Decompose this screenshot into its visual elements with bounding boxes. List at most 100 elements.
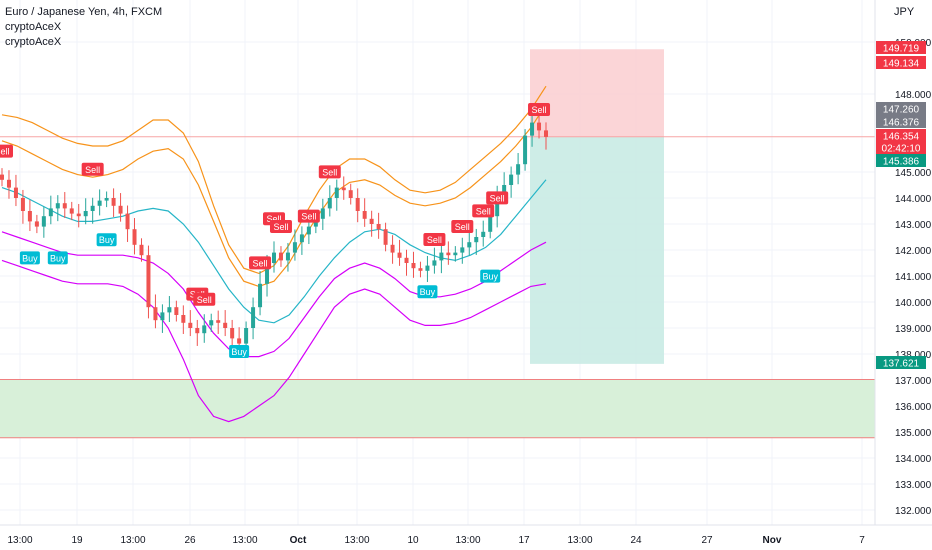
candle-body — [202, 325, 207, 334]
candle-body — [411, 263, 416, 269]
candle-body — [195, 328, 200, 334]
candle-body — [292, 242, 297, 253]
x-tick-label: 19 — [71, 535, 83, 546]
candle-body — [237, 338, 242, 344]
signal-badge — [96, 233, 117, 247]
x-tick-label: 13:00 — [567, 535, 592, 546]
y-tick-label: 145.000 — [895, 168, 932, 179]
signal-label: Buy — [22, 253, 38, 263]
y-tick-label: 136.000 — [895, 402, 932, 413]
candle-body — [530, 122, 535, 136]
signal-badge — [480, 269, 501, 283]
y-tick-label: 133.000 — [895, 480, 932, 491]
candle-body — [104, 198, 109, 201]
price-label-sell-target: 149.719 — [876, 41, 926, 55]
candle-body — [439, 252, 444, 261]
candle-body — [230, 328, 235, 339]
signal-badge — [249, 256, 272, 270]
sell-signal: Sell — [297, 209, 320, 223]
candle-body — [251, 307, 256, 328]
x-tick-label: 24 — [630, 535, 642, 546]
candle-body — [425, 265, 430, 271]
signal-label: Buy — [231, 347, 247, 357]
signal-badge — [47, 251, 68, 265]
price-label-bull: 137.621 — [876, 356, 926, 370]
candle-body — [341, 187, 346, 191]
sell-signal: Sell — [451, 220, 474, 233]
y-tick-label: 148.000 — [895, 90, 932, 101]
price-label-gray: 147.260 — [876, 102, 926, 116]
price-label-box — [876, 41, 926, 54]
sell-signal: Sell — [472, 204, 495, 218]
candle-body — [76, 213, 81, 217]
price-label-text: 137.621 — [883, 359, 920, 370]
candle-body — [181, 315, 186, 323]
candle-body — [348, 190, 353, 198]
signal-label: Sell — [455, 222, 470, 232]
signal-label: Sell — [322, 167, 337, 177]
candle-body — [265, 263, 270, 284]
signal-badge — [0, 144, 13, 158]
price-label-box — [876, 154, 926, 167]
y-tick-label: 137.000 — [895, 376, 932, 387]
candle-body — [299, 234, 304, 243]
y-tick-label: 141.000 — [895, 272, 932, 283]
sell-signal: Sell — [193, 292, 216, 306]
price-label-last: 146.354 — [876, 129, 926, 143]
candle-body — [432, 260, 437, 266]
candle-body — [306, 226, 311, 235]
y-tick-label: 139.000 — [895, 324, 932, 335]
sell-signal: Sell — [81, 162, 104, 176]
signal-badge — [528, 103, 551, 116]
sell-signal: Sell — [486, 191, 509, 205]
price-label-text: 145.386 — [883, 157, 920, 168]
currency-label: JPY — [894, 6, 915, 18]
candle-body — [160, 312, 165, 321]
candle-body — [369, 218, 374, 224]
price-labels: 149.719 149.134 147.260 146.376 146.35402:42… — [876, 41, 926, 370]
candle-body — [362, 211, 367, 219]
candle-body — [502, 185, 507, 196]
signal-label: Sell — [476, 206, 491, 216]
candle-body — [188, 322, 193, 328]
symbol-title: Euro / Japanese Yen, 4h, FXCM — [5, 6, 163, 18]
candle-body — [174, 307, 179, 315]
indicator-label: cryptoAceX — [5, 21, 62, 33]
candle-body — [474, 237, 479, 243]
signal-badge — [269, 220, 292, 233]
candle-body — [55, 203, 60, 209]
zones — [0, 49, 875, 439]
signal-badge — [297, 209, 320, 223]
candle-body — [446, 252, 451, 256]
candle-body — [132, 229, 137, 245]
y-tick-label: 142.000 — [895, 246, 932, 257]
x-tick-label: 13:00 — [344, 535, 369, 546]
buy-signal: Buy — [19, 251, 40, 265]
price-label-box — [876, 129, 926, 142]
candle-body — [278, 252, 283, 261]
x-tick-label: 13:00 — [7, 535, 32, 546]
candle-body — [355, 198, 360, 211]
band-inner-lower — [1, 231, 547, 358]
buy-signal: Buy — [47, 251, 68, 265]
signal-badge — [193, 292, 216, 306]
candle-body — [537, 122, 542, 131]
indicator-label: cryptoAceX — [5, 36, 62, 48]
price-label-text: 149.134 — [883, 59, 920, 70]
take-profit-zone — [530, 136, 664, 364]
candle-body — [397, 252, 402, 258]
price-label-box — [876, 356, 926, 369]
sell-signal: Sell — [318, 165, 341, 179]
sell-signal: Sell — [528, 103, 551, 116]
candle-body — [34, 221, 39, 227]
y-tick-label: 144.000 — [895, 194, 932, 205]
y-tick-label: 140.000 — [895, 298, 932, 309]
x-tick-label: 13:00 — [232, 535, 257, 546]
signals: SellSellBuyBuyBuySellSellBuySellSellSell… — [0, 103, 551, 358]
price-label-box — [876, 56, 926, 69]
candle-body — [90, 205, 95, 211]
y-tick-label: 138.000 — [895, 350, 932, 361]
signal-badge — [19, 251, 40, 265]
candle-body — [272, 252, 276, 263]
